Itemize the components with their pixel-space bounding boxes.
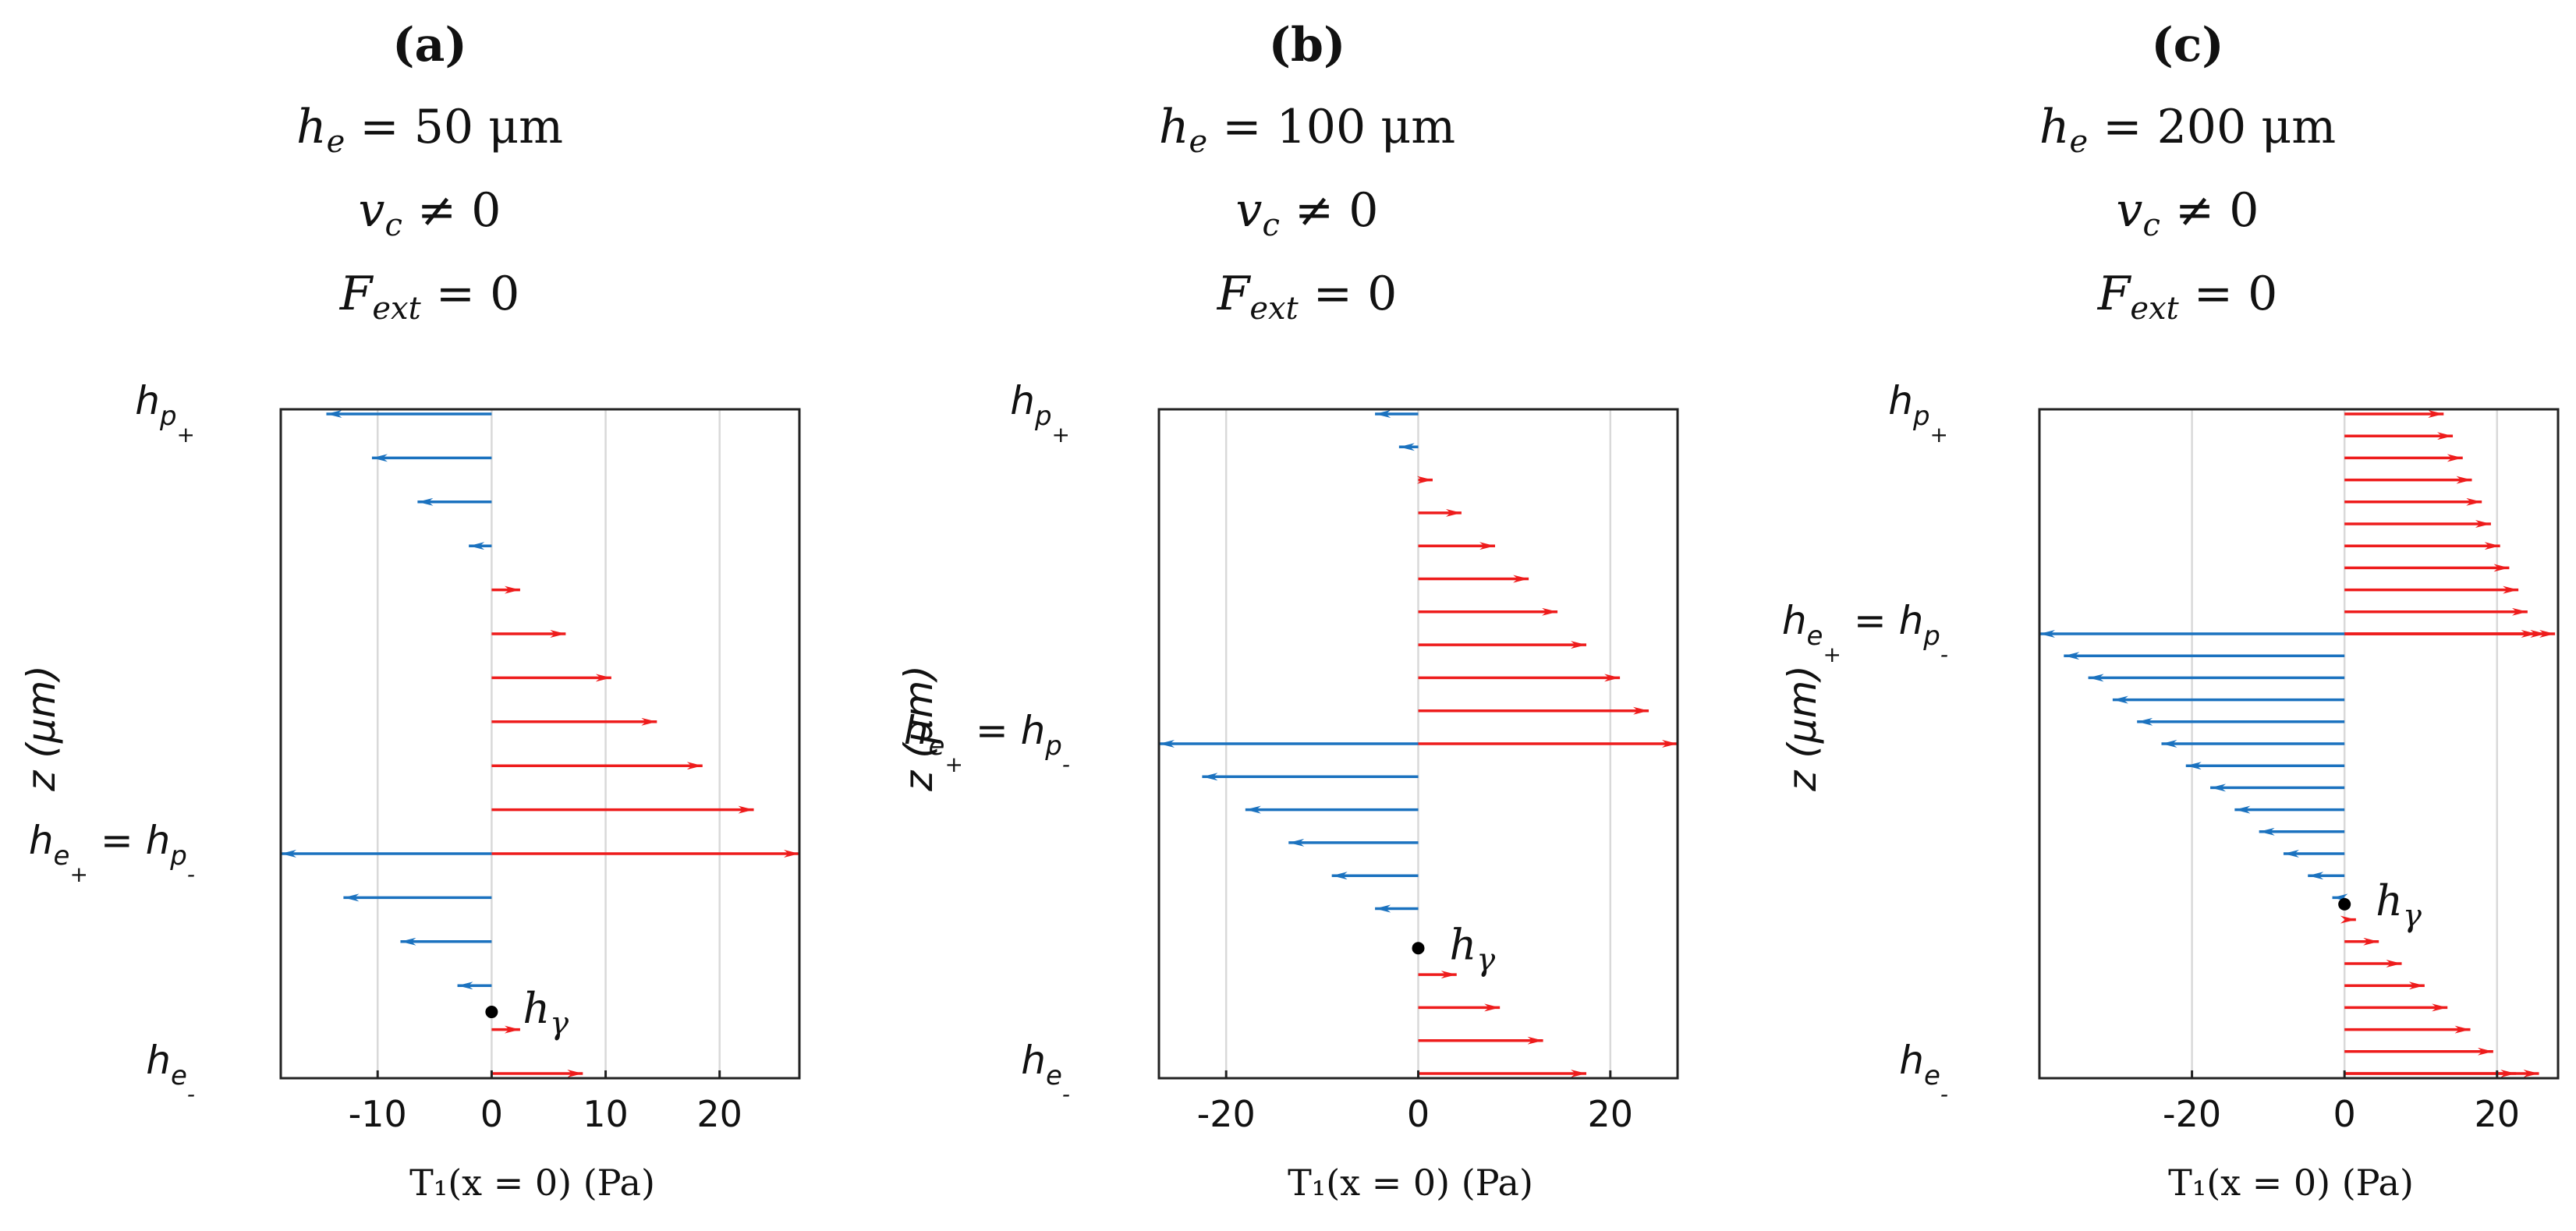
title-he-b: he = 100 μm [1159,100,1455,160]
x-tick-label: 0 [2333,1093,2356,1135]
x-axis-label-c: T₁(x = 0) (Pa) [2168,1162,2414,1204]
arrows-b [1159,410,1678,1077]
x-tick-label: 0 [1407,1093,1430,1135]
plot-area-c [2038,408,2560,1080]
x-ticks-b: -20 0 20 [1197,1070,1633,1135]
panel-a: (a) he = 50 μm vc ≠ 0 Fext = 0 -10 0 10 … [19,18,801,1204]
level-label: he- [1899,1038,1948,1107]
level-label: he- [1021,1038,1070,1107]
level-label: he+ = hp- [904,708,1070,777]
x-tick-label: 20 [2474,1093,2520,1135]
panel-b: (b) he = 100 μm vc ≠ 0 Fext = 0 -20 0 20… [896,18,1679,1204]
title-vc-b: vc ≠ 0 [1236,183,1379,243]
h-gamma-dot [2338,897,2351,911]
y-axis-label-b: z (μm) [896,665,941,792]
level-label: hp+ [1888,378,1948,447]
title-he-a: he = 50 μm [296,100,563,160]
title-fext-b: Fext = 0 [1217,267,1398,327]
level-label: he+ = hp- [1782,598,1948,667]
h-gamma-dot [1412,942,1425,955]
title-fext-c: Fext = 0 [2097,267,2278,327]
x-tick-label: 10 [583,1093,629,1135]
x-axis-label-a: T₁(x = 0) (Pa) [409,1162,655,1204]
y-axis-label-c: z (μm) [1780,665,1825,792]
x-axis-label-b: T₁(x = 0) (Pa) [1288,1162,1533,1204]
axes-frame-a [279,408,801,1080]
panel-label-b: (b) [1269,18,1346,73]
x-tick-label: 20 [696,1093,742,1135]
level-label: he- [146,1038,195,1107]
level-labels-b: hp+ he+ = hp-he- [904,378,1070,1107]
x-ticks-c: -20 0 20 [2163,1070,2520,1135]
plot-area-a [279,408,801,1080]
gridlines-a [376,409,721,1078]
x-tick-label: -20 [2163,1093,2221,1135]
level-labels-a: hp+ he+ = hp-he- [29,378,195,1107]
axes-frame-c [2038,408,2560,1080]
h-gamma-label: hγ [2376,876,2422,934]
h-gamma-marker-c: hγ [2338,876,2422,934]
title-fext-a: Fext = 0 [339,267,520,327]
panel-label-a: (a) [392,18,467,73]
arrows-a [281,410,799,1077]
x-ticks-a: -10 0 10 20 [349,1070,742,1135]
h-gamma-dot [485,1006,498,1019]
title-vc-c: vc ≠ 0 [2117,183,2259,243]
x-tick-label: -20 [1197,1093,1256,1135]
panel-label-c: (c) [2151,18,2223,73]
level-label: hp+ [1010,378,1070,447]
title-he-c: he = 200 μm [2039,100,2336,160]
x-tick-label: 20 [1588,1093,1634,1135]
h-gamma-label: hγ [1450,920,1496,978]
h-gamma-marker-b: hγ [1412,920,1496,978]
h-gamma-label: hγ [523,984,569,1042]
plot-area-b [1157,408,1679,1080]
panel-c: (c) he = 200 μm vc ≠ 0 Fext = 0 -20 0 20… [1780,18,2560,1204]
arrows-c [2039,410,2556,1077]
level-label: hp+ [135,378,195,447]
x-tick-label: 0 [480,1093,503,1135]
level-label: he+ = hp- [29,818,195,887]
h-gamma-marker-a: hγ [485,984,569,1042]
title-vc-a: vc ≠ 0 [359,183,501,243]
y-axis-label-a: z (μm) [19,665,64,792]
x-tick-label: -10 [349,1093,407,1135]
level-labels-c: hp+ he+ = hp-he- [1782,378,1948,1107]
